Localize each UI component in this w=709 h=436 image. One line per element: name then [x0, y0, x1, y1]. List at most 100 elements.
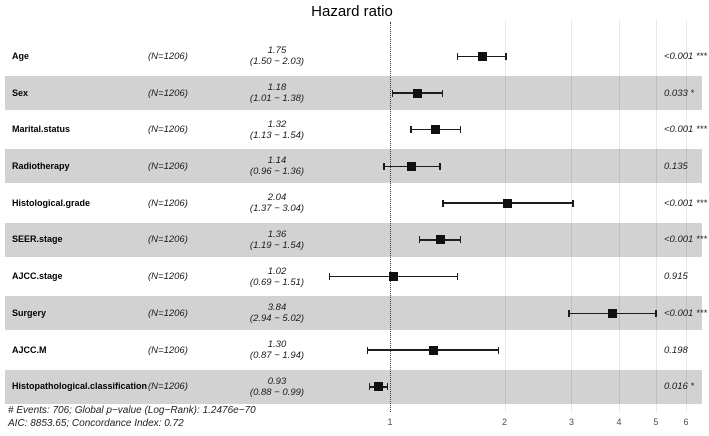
x-axis-tick-label: 1 [387, 417, 393, 427]
hr-point-marker [428, 345, 438, 355]
row-band [5, 149, 702, 184]
row-estimate-ci: 1.02 (0.69 − 1.51) [217, 266, 337, 288]
row-sample-size: (N=1206) [148, 50, 188, 62]
ci-cap-right [439, 162, 441, 170]
row-pvalue: <0.001 *** [664, 50, 708, 62]
hazard-ratio-value: 1.30 [267, 339, 287, 351]
row-pvalue: 0.915 [664, 271, 688, 283]
hazard-ratio-value: 3.84 [267, 302, 287, 314]
x-gridline [655, 20, 657, 412]
ci-cap-right [655, 309, 657, 317]
row-estimate-ci: 2.04 (1.37 − 3.04) [217, 192, 337, 214]
row-band [5, 369, 702, 404]
ci-cap-left [366, 346, 369, 354]
ci-cap-right [572, 199, 574, 207]
row-sample-size: (N=1206) [148, 160, 188, 172]
confidence-interval: (0.69 − 1.51) [249, 276, 305, 288]
ci-cap-left [456, 52, 459, 60]
confidence-interval: (1.13 − 1.54) [249, 129, 305, 141]
row-label: Sex [12, 87, 29, 98]
confidence-interval: (2.94 − 5.02) [249, 313, 305, 325]
x-axis-tick-label: 3 [568, 417, 574, 427]
row-pvalue: <0.001 *** [664, 197, 708, 209]
ci-cap-left [418, 236, 421, 244]
row-label: Histological.grade [12, 197, 91, 208]
row-pvalue: <0.001 *** [664, 124, 708, 136]
x-gridline [686, 20, 687, 412]
ci-cap-left [383, 162, 385, 170]
hr-point-marker [412, 88, 422, 98]
row-sample-size: (N=1206) [148, 87, 188, 99]
row-label: AJCC.M [12, 344, 47, 355]
hazard-ratio-value: 1.36 [267, 228, 287, 240]
hr-point-marker [388, 272, 398, 282]
row-estimate-ci: 1.30 (0.87 − 1.94) [217, 339, 337, 361]
row-pvalue: <0.001 *** [664, 234, 708, 246]
ci-cap-right [459, 236, 462, 244]
row-label: Radiotherapy [12, 160, 70, 171]
confidence-interval: (1.50 − 2.03) [249, 56, 305, 68]
hazard-ratio-value: 1.18 [267, 82, 287, 94]
hazard-ratio-value: 1.02 [267, 265, 287, 277]
row-band [5, 76, 702, 111]
row-band [5, 222, 702, 257]
row-sample-size: (N=1206) [148, 234, 188, 246]
row-label: Histopathological.classification [12, 381, 148, 392]
row-band [5, 333, 702, 367]
row-label: Age [12, 50, 30, 61]
row-sample-size: (N=1206) [148, 344, 188, 356]
row-band [5, 39, 702, 73]
row-pvalue: 0.135 [664, 160, 688, 172]
x-gridline [571, 20, 573, 412]
row-sample-size: (N=1206) [148, 197, 188, 209]
ci-cap-right [456, 273, 459, 281]
ci-cap-right [505, 52, 507, 60]
ci-cap-left [410, 126, 412, 134]
x-gridline [619, 20, 621, 412]
ci-cap-right [386, 383, 389, 391]
footer-aic-concordance: AIC: 8853.65; Concordance Index: 0.72 [8, 418, 184, 429]
hazard-ratio-value: 0.93 [267, 375, 287, 387]
hr-point-marker [373, 382, 383, 392]
confidence-interval: (1.19 − 1.54) [249, 239, 305, 251]
ci-cap-left [442, 199, 444, 207]
confidence-interval: (0.87 − 1.94) [249, 350, 305, 362]
hr-point-marker [503, 198, 513, 208]
hazard-ratio-value: 1.75 [267, 45, 287, 57]
page-title: Hazard ratio [311, 3, 393, 20]
row-pvalue: 0.198 [664, 344, 688, 356]
hr-point-marker [407, 161, 417, 171]
ci-cap-right [497, 346, 500, 354]
hr-point-marker [607, 308, 617, 318]
row-band [5, 186, 702, 220]
row-sample-size: (N=1206) [148, 307, 188, 319]
row-pvalue: 0.033 * [664, 87, 695, 99]
row-estimate-ci: 1.75 (1.50 − 2.03) [217, 45, 337, 67]
row-estimate-ci: 1.32 (1.13 − 1.54) [217, 119, 337, 141]
row-pvalue: 0.016 * [664, 381, 695, 393]
row-label: SEER.stage [12, 234, 63, 245]
ci-cap-left [328, 273, 331, 281]
confidence-interval: (1.01 − 1.38) [249, 93, 305, 105]
reference-line-hr1 [390, 22, 391, 412]
row-label: Marital.status [12, 124, 71, 135]
row-estimate-ci: 0.93 (0.88 − 0.99) [217, 376, 337, 398]
ci-cap-right [441, 89, 444, 97]
hazard-ratio-value: 2.04 [267, 192, 287, 204]
footer-events-pvalue: # Events: 706; Global p−value (Log−Rank)… [8, 405, 256, 416]
hazard-ratio-value: 1.14 [267, 155, 287, 167]
ci-cap-left [391, 89, 394, 97]
row-pvalue: <0.001 *** [664, 307, 708, 319]
hr-point-marker [477, 51, 487, 61]
x-axis-tick-label: 6 [683, 417, 689, 427]
row-estimate-ci: 1.14 (0.96 − 1.36) [217, 155, 337, 177]
row-sample-size: (N=1206) [148, 124, 188, 136]
x-axis-tick-label: 4 [616, 417, 622, 427]
row-sample-size: (N=1206) [148, 381, 188, 393]
x-axis-tick-label: 2 [501, 417, 507, 427]
ci-cap-right [459, 126, 462, 134]
row-label: Surgery [12, 307, 47, 318]
ci-cap-left [568, 309, 570, 317]
row-band [5, 113, 702, 147]
